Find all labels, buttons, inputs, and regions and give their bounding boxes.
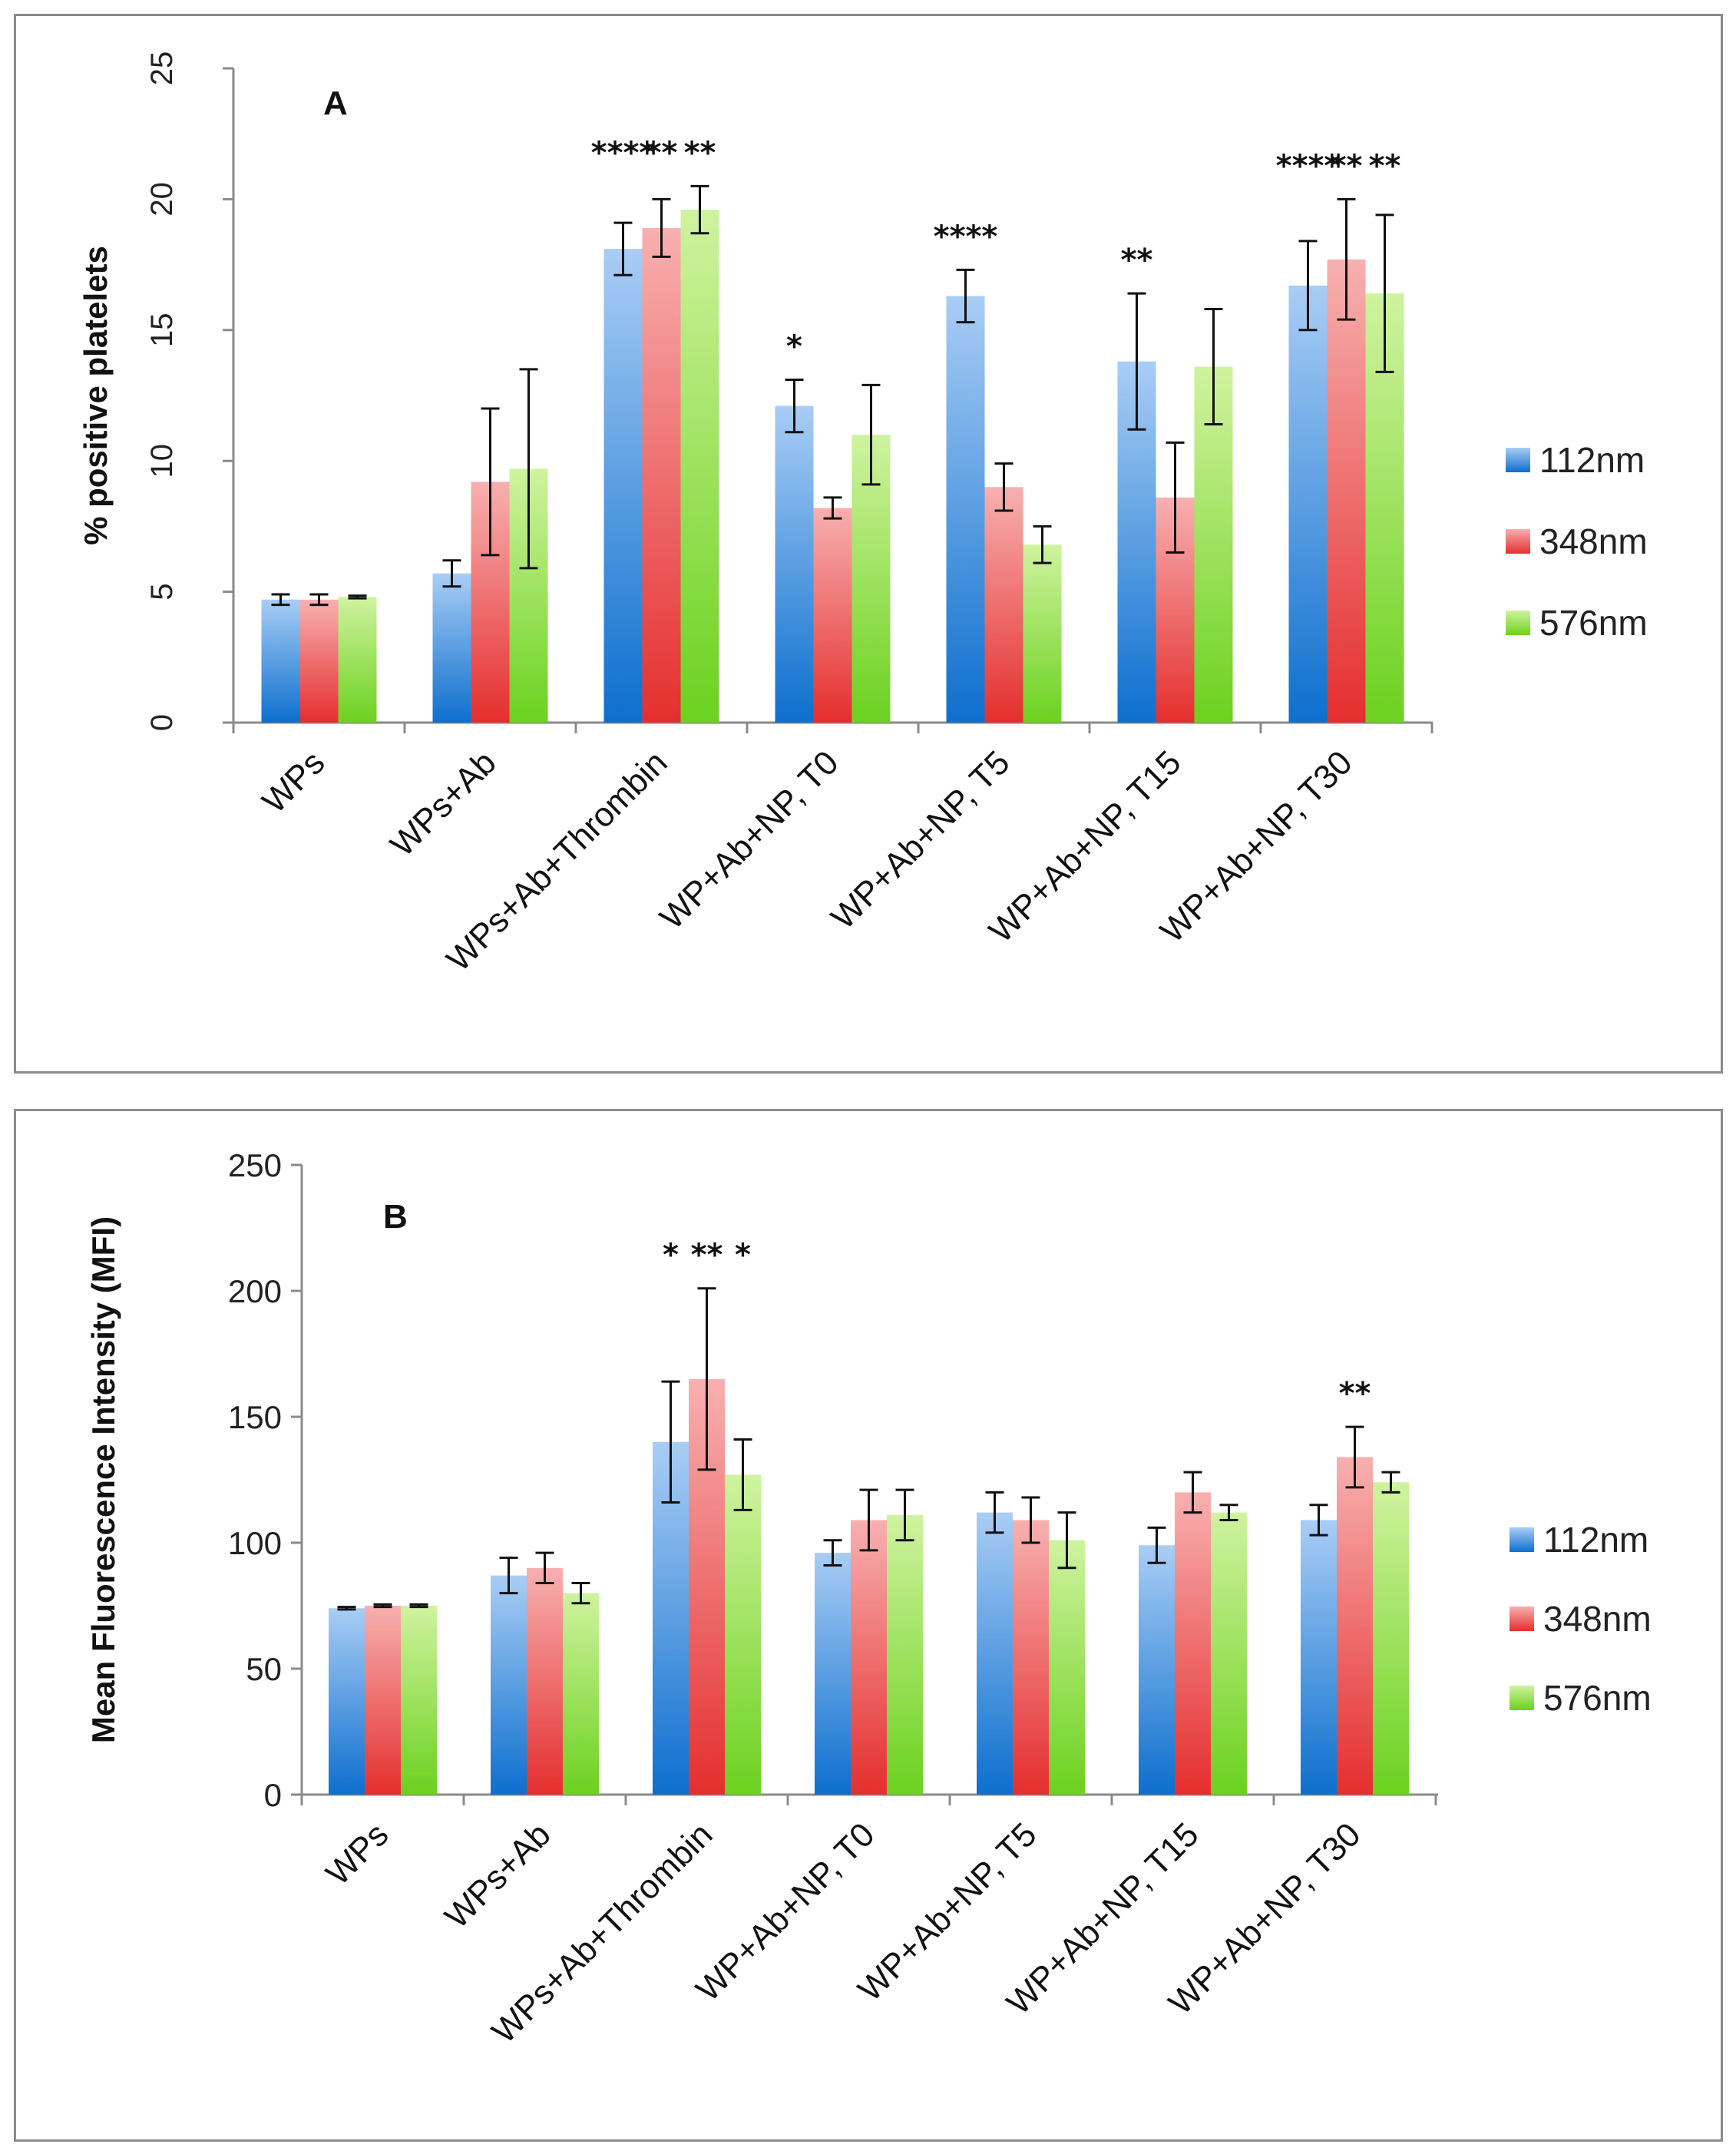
bar-576nm-wp-ab-np-t30 (1373, 1482, 1409, 1795)
bar-112nm-wp-ab-np-t0 (815, 1553, 851, 1795)
bar-112nm-wps-ab (432, 573, 471, 723)
panel-letter: A (323, 84, 348, 122)
bar-112nm-wps (329, 1608, 365, 1795)
x-category-label: WPs+Ab (383, 743, 504, 864)
bar-112nm-wp-ab-np-t30 (1288, 285, 1328, 723)
bar-576nm-wp-ab-np-t15 (1211, 1512, 1247, 1795)
bar-348nm-wps-ab-thrombin (642, 227, 681, 723)
legend-swatch-576nm (1506, 610, 1530, 635)
x-category-label: WP+Ab+NP, T5 (824, 743, 1017, 936)
bar-576nm-wps (338, 597, 377, 723)
significance-marker: **** (934, 219, 998, 254)
x-category-label: WPs (319, 1815, 395, 1892)
bar-576nm-wps-ab-thrombin (725, 1474, 761, 1795)
bar-576nm-wps-ab (563, 1593, 599, 1795)
significance-marker: ** (1121, 243, 1153, 278)
legend-label-112nm: 112nm (1543, 1520, 1648, 1560)
significance-marker: **** (1276, 148, 1341, 184)
significance-marker: ** (1331, 148, 1363, 184)
y-tick-label: 0 (145, 714, 179, 731)
bar-348nm-wps-ab (527, 1567, 563, 1795)
bar-348nm-wp-ab-np-t30 (1337, 1457, 1373, 1795)
y-tick-label: 5 (145, 583, 179, 600)
y-tick-label: 15 (145, 313, 179, 348)
panel-b-mfi: 0 50 100 150 200 250 Mean Fluorescence Intensi… (14, 1109, 1723, 2142)
y-tick-label: 20 (145, 182, 179, 217)
bar-576nm-wp-ab-np-t5 (1049, 1540, 1085, 1795)
y-tick-label: 100 (228, 1525, 282, 1561)
x-category-label: WPs (255, 743, 332, 820)
x-category-label: WPs+Ab (438, 1815, 558, 1936)
legend-label-576nm: 576nm (1543, 1678, 1652, 1718)
y-tick-label: 200 (228, 1273, 282, 1309)
bar-576nm-wps (401, 1606, 437, 1795)
legend-label-576nm: 576nm (1539, 603, 1648, 643)
panel-a-percent-positive: 0 5 10 15 20 25 % positive platelets A WPs WPs+Ab… (14, 14, 1723, 1074)
x-category-label: WP+Ab+NP, T0 (653, 743, 845, 936)
chart-b-svg: 0 50 100 150 200 250 Mean Fluorescence Intensi… (85, 1147, 1652, 2050)
significance-marker: ** (691, 1238, 723, 1273)
bar-112nm-wp-ab-np-t5 (946, 296, 985, 723)
y-tick-label: 50 (246, 1651, 282, 1687)
bar-576nm-wp-ab-np-t5 (1023, 544, 1062, 723)
significance-marker: ** (646, 135, 678, 170)
y-axis-title: Mean Fluorescence Intensity (MFI) (85, 1216, 121, 1743)
significance-marker: * (663, 1238, 679, 1273)
y-axis-title: % positive platelets (78, 246, 114, 545)
legend-swatch-112nm (1506, 448, 1530, 472)
y-tick-label: 150 (228, 1399, 282, 1435)
bar-348nm-wp-ab-np-t5 (984, 487, 1023, 723)
significance-marker: ** (1369, 148, 1401, 184)
bar-112nm-wps-ab-thrombin (603, 249, 643, 723)
bar-348nm-wp-ab-np-t0 (851, 1520, 887, 1795)
legend-swatch-112nm (1509, 1527, 1534, 1552)
significance-marker: ** (684, 135, 716, 170)
bar-112nm-wp-ab-np-t0 (775, 405, 814, 723)
y-tick-label: 0 (264, 1777, 282, 1813)
panel-letter: B (383, 1198, 408, 1236)
bar-112nm-wp-ab-np-t5 (977, 1512, 1013, 1795)
bar-348nm-wp-ab-np-t5 (1013, 1520, 1049, 1795)
bar-576nm-wp-ab-np-t15 (1194, 366, 1233, 723)
legend-swatch-348nm (1506, 529, 1530, 554)
bar-576nm-wp-ab-np-t0 (887, 1514, 923, 1795)
y-tick-label: 10 (145, 444, 179, 478)
bar-348nm-wps (365, 1606, 401, 1795)
bar-576nm-wps-ab-thrombin (680, 210, 719, 723)
legend-label-348nm: 348nm (1543, 1599, 1652, 1639)
bar-112nm-wp-ab-np-t30 (1301, 1520, 1337, 1795)
bar-348nm-wp-ab-np-t0 (813, 508, 852, 723)
bar-112nm-wps-ab (491, 1575, 527, 1795)
legend-swatch-348nm (1509, 1606, 1534, 1631)
legend-label-348nm: 348nm (1539, 521, 1648, 561)
y-tick-label: 25 (145, 51, 179, 86)
legend-swatch-576nm (1509, 1686, 1534, 1710)
legend-label-112nm: 112nm (1539, 440, 1645, 480)
significance-marker: ** (1339, 1376, 1371, 1411)
significance-marker: * (786, 329, 802, 365)
chart-a-svg: 0 5 10 15 20 25 % positive platelets A WPs WPs+Ab… (78, 51, 1648, 979)
significance-marker: **** (591, 135, 656, 170)
bar-112nm-wp-ab-np-t15 (1139, 1545, 1175, 1795)
significance-marker: * (735, 1238, 751, 1273)
x-category-label: WP+Ab+NP, T30 (1153, 743, 1360, 950)
bar-348nm-wp-ab-np-t15 (1175, 1492, 1211, 1795)
bar-112nm-wps (261, 599, 300, 723)
y-tick-label: 250 (228, 1147, 282, 1183)
bar-348nm-wps (299, 599, 339, 723)
bar-348nm-wp-ab-np-t30 (1327, 259, 1366, 723)
